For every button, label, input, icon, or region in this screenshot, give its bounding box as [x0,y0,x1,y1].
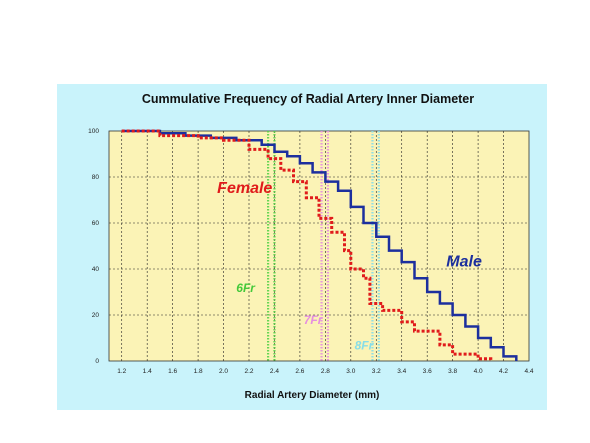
plot-area [108,130,530,362]
chart-svg: Cummulative Frequency of Radial Artery I… [88,92,534,401]
x-tick-label: 2.4 [270,368,279,375]
x-tick-label: 2.2 [244,368,253,375]
annotation-7fr: 7Fr [304,313,324,327]
x-tick-label: 2.6 [295,368,304,375]
y-tick-label: 40 [92,266,100,273]
x-tick-label: 4.2 [499,368,508,375]
chart-title: Cummulative Frequency of Radial Artery I… [142,92,474,106]
x-tick-label: 3.2 [372,368,381,375]
x-tick-label: 1.2 [117,368,126,375]
y-tick-label: 80 [92,174,100,181]
annotation-6fr: 6Fr [236,281,256,295]
x-tick-label: 1.8 [194,368,203,375]
x-tick-label: 4.4 [524,368,533,375]
x-tick-label: 4.0 [474,368,483,375]
x-tick-label: 3.4 [397,368,406,375]
annotation-8fr: 8Fr [355,339,375,353]
x-tick-label: 3.6 [423,368,432,375]
x-tick-label: 2.0 [219,368,228,375]
x-tick-label: 1.6 [168,368,177,375]
x-tick-label: 1.4 [143,368,152,375]
y-tick-label: 0 [95,358,99,365]
y-tick-label: 60 [92,220,100,227]
y-tick-label: 100 [88,128,99,135]
tick-labels: 1.2 1.4 1.6 1.8 2.0 2.2 2.4 2.6 2.8 3.0 3.2 3.4 3.6 3… [88,128,534,375]
reference-lines [266,131,380,361]
annotation-male: Male [446,254,482,271]
x-tick-label: 2.8 [321,368,330,375]
x-axis-label: Radial Artery Diameter (mm) [245,390,380,401]
annotation-female: Female [217,180,272,197]
annotations: Female Male 6Fr 7Fr 8Fr [217,180,482,352]
series-line-female [121,129,493,361]
series-layer [121,129,518,361]
x-tick-label: 3.0 [346,368,355,375]
x-tick-label: 3.8 [448,368,457,375]
y-tick-label: 20 [92,312,100,319]
chart-panel: Cummulative Frequency of Radial Artery I… [57,84,547,410]
